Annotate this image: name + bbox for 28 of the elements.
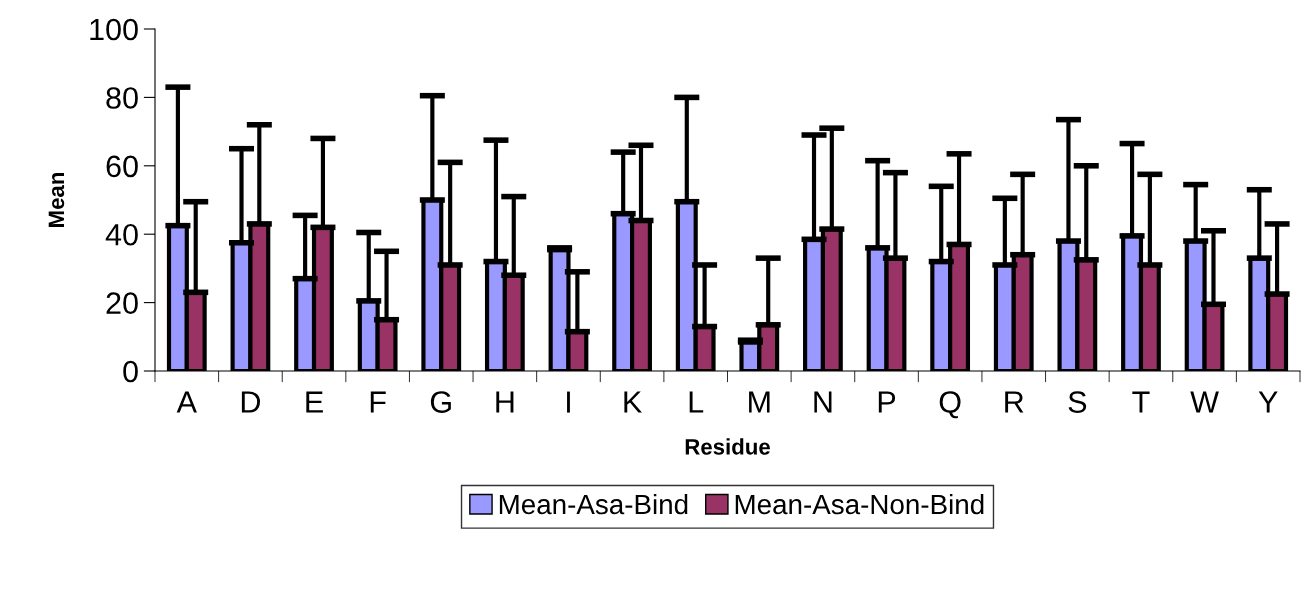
- x-axis-title: Residue: [685, 438, 770, 455]
- x-tick-label: P: [878, 391, 896, 413]
- x-tick-label: T: [1132, 391, 1150, 413]
- y-axis-title: Mean: [48, 172, 65, 227]
- x-tick-label: S: [1068, 391, 1087, 413]
- y-tick-label: 80: [106, 87, 138, 109]
- x-tick-label: M: [749, 391, 770, 413]
- y-tick-label: 100: [90, 18, 138, 41]
- y-tick-label: 40: [105, 223, 138, 246]
- x-tick-label: G: [430, 391, 451, 413]
- x-tick-label: E: [306, 391, 323, 413]
- x-tick-label: W: [1190, 391, 1219, 413]
- x-tick-label: N: [814, 391, 832, 413]
- x-tick-label: L: [689, 391, 704, 413]
- x-tick-label: A: [176, 391, 197, 413]
- legend-label: Mean-Asa-Bind: [499, 493, 688, 515]
- x-tick-label: I: [567, 391, 570, 413]
- y-tick-label: 20: [106, 292, 138, 314]
- x-tick-label: D: [241, 391, 260, 413]
- x-tick-label: Q: [939, 391, 961, 419]
- x-tick-label: R: [1005, 391, 1024, 413]
- y-tick-label: 60: [106, 155, 138, 178]
- legend-label: Mean-Asa-Non-Bind: [735, 493, 984, 515]
- x-tick-label: Y: [1258, 391, 1278, 413]
- x-tick-label: F: [370, 391, 386, 413]
- x-tick-label: K: [624, 391, 642, 413]
- x-tick-label: H: [496, 391, 514, 413]
- y-tick-label: 0: [123, 360, 138, 383]
